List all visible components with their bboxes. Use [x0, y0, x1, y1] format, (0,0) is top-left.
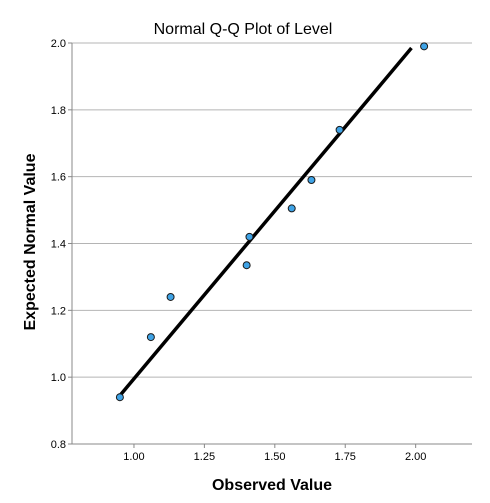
- data-point: [146, 333, 155, 342]
- reference-line-group: [117, 46, 413, 399]
- data-point: [166, 292, 175, 301]
- x-tick-label: 1.75: [335, 451, 356, 463]
- data-point: [115, 393, 124, 402]
- x-tick-label: 1.00: [123, 451, 144, 463]
- y-tick-label: 1.6: [51, 172, 66, 184]
- reference-line: [117, 46, 413, 399]
- y-tick-label: 2.0: [51, 38, 66, 50]
- y-tick-label: 1.8: [51, 105, 66, 117]
- x-tick-label: 2.00: [405, 451, 426, 463]
- data-point: [242, 261, 251, 270]
- y-axis-ticks: 0.8 1.0 1.2 1.4 1.6 1.8 2.0: [51, 38, 72, 451]
- grid-lines: [72, 42, 472, 445]
- y-axis-label: Expected Normal Value: [22, 153, 39, 330]
- data-point: [335, 125, 344, 134]
- data-point: [307, 176, 316, 185]
- y-tick-label: 1.2: [51, 305, 66, 317]
- data-point: [287, 204, 296, 213]
- chart-title: Normal Q-Q Plot of Level: [154, 21, 333, 38]
- x-axis-ticks: 1.00 1.25 1.50 1.75 2.00: [123, 444, 426, 463]
- x-tick-label: 1.50: [264, 451, 285, 463]
- x-axis-label: Observed Value: [212, 477, 332, 494]
- y-tick-label: 1.0: [51, 372, 66, 384]
- x-tick-label: 1.25: [194, 451, 215, 463]
- y-tick-label: 0.8: [51, 439, 66, 451]
- data-point: [245, 232, 254, 241]
- data-point: [420, 42, 429, 51]
- data-points: [115, 42, 429, 402]
- y-tick-label: 1.4: [51, 239, 66, 251]
